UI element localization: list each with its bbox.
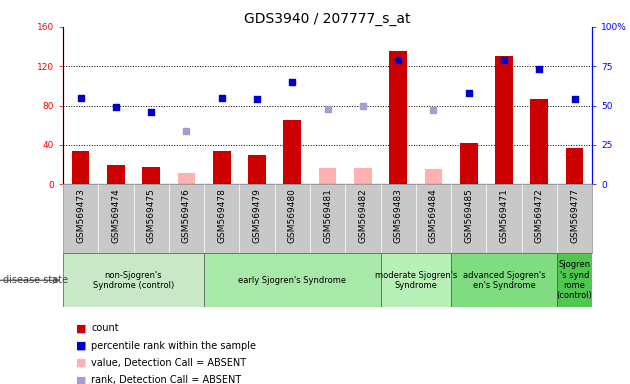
Bar [142, 167, 160, 184]
Bar [284, 120, 301, 184]
Point [534, 66, 544, 73]
Bar [248, 155, 266, 184]
Point [181, 128, 192, 134]
Text: non-Sjogren's
Syndrome (control): non-Sjogren's Syndrome (control) [93, 271, 174, 290]
Bar [566, 148, 583, 184]
Text: GSM569475: GSM569475 [147, 188, 156, 243]
Point [499, 57, 509, 63]
Bar [354, 167, 372, 184]
Text: disease state: disease state [3, 275, 68, 285]
Point [393, 57, 403, 63]
Text: GSM569483: GSM569483 [394, 188, 403, 243]
Text: Sjogren
's synd
rome
(control): Sjogren 's synd rome (control) [557, 260, 592, 300]
Bar [213, 151, 231, 184]
Bar [63, 253, 204, 307]
Point [252, 96, 262, 103]
Text: advanced Sjogren's
en's Syndrome: advanced Sjogren's en's Syndrome [462, 271, 546, 290]
Text: ■: ■ [76, 323, 86, 333]
Title: GDS3940 / 207777_s_at: GDS3940 / 207777_s_at [244, 12, 411, 26]
Text: GSM569471: GSM569471 [500, 188, 508, 243]
Text: GSM569474: GSM569474 [112, 188, 120, 243]
Text: GSM569477: GSM569477 [570, 188, 579, 243]
Point [358, 103, 368, 109]
Bar [107, 165, 125, 184]
Bar [530, 99, 548, 184]
Point [428, 107, 438, 113]
Text: ■: ■ [76, 341, 86, 351]
Text: GSM569478: GSM569478 [217, 188, 226, 243]
Text: GSM569482: GSM569482 [358, 188, 367, 243]
Point [464, 90, 474, 96]
Text: GSM569481: GSM569481 [323, 188, 332, 243]
Point [570, 96, 580, 103]
Bar [460, 143, 478, 184]
Text: rank, Detection Call = ABSENT: rank, Detection Call = ABSENT [91, 375, 241, 384]
Point [287, 79, 297, 85]
Text: GSM569485: GSM569485 [464, 188, 473, 243]
Bar [495, 56, 513, 184]
Text: GSM569472: GSM569472 [535, 188, 544, 243]
Text: value, Detection Call = ABSENT: value, Detection Call = ABSENT [91, 358, 246, 368]
Point [217, 95, 227, 101]
Point [76, 95, 86, 101]
Text: early Sjogren's Syndrome: early Sjogren's Syndrome [238, 276, 347, 285]
Bar [557, 253, 592, 307]
Bar [319, 167, 336, 184]
Text: GSM569479: GSM569479 [253, 188, 261, 243]
Bar [72, 151, 89, 184]
Bar [381, 253, 451, 307]
Text: GSM569480: GSM569480 [288, 188, 297, 243]
Text: ■: ■ [76, 358, 86, 368]
Text: count: count [91, 323, 119, 333]
Point [146, 109, 156, 115]
Text: ■: ■ [76, 375, 86, 384]
Point [323, 106, 333, 112]
Bar [389, 51, 407, 184]
Bar [451, 253, 557, 307]
Text: GSM569484: GSM569484 [429, 188, 438, 243]
Text: moderate Sjogren's
Syndrome: moderate Sjogren's Syndrome [375, 271, 457, 290]
Text: GSM569473: GSM569473 [76, 188, 85, 243]
Text: GSM569476: GSM569476 [182, 188, 191, 243]
Point [111, 104, 121, 110]
Bar [425, 169, 442, 184]
Bar [204, 253, 381, 307]
Text: percentile rank within the sample: percentile rank within the sample [91, 341, 256, 351]
Bar [178, 172, 195, 184]
